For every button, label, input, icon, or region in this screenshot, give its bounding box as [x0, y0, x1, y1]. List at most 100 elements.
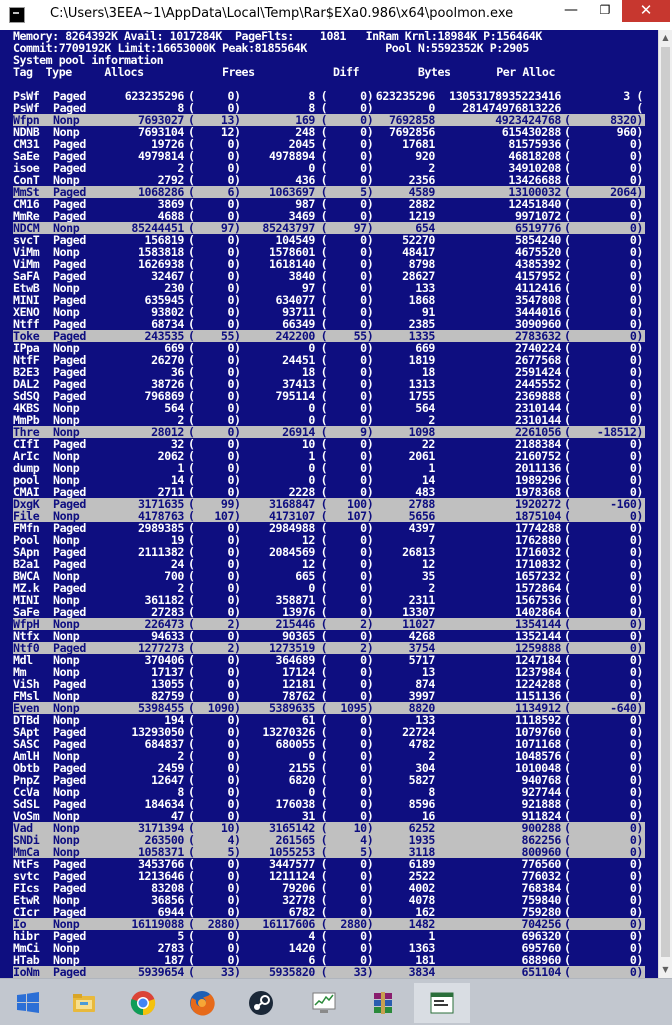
allocs-delta: ( 0) [188, 737, 241, 751]
bytes-count: 1224288 [514, 677, 561, 691]
table-row: PnpZ Paged 12647( 0) 6820( 0) 5827 940768( 0) [13, 774, 645, 786]
pool-type: Nonp [53, 425, 80, 439]
allocs-count: 47 [170, 809, 185, 823]
diff-count: 1755 [408, 389, 436, 403]
bytes-count: 940768 [521, 773, 562, 787]
pool-tag: NDNB [13, 125, 40, 139]
per-alloc-value: ( 0) [564, 341, 643, 355]
bytes-count: 1354144 [514, 617, 561, 631]
allocs-count: 3453766 [137, 857, 184, 871]
frees-delta: ( 0) [320, 785, 374, 799]
pool-tag: SaFe [13, 605, 40, 619]
frees-count: 665 [295, 569, 315, 583]
table-row: SaFA Paged 32467( 0) 3840( 0) 28627 4157952( … [13, 270, 645, 282]
title-bar[interactable]: C:\Users\3EEA~1\AppData\Local\Temp\Rar$E… [0, 0, 672, 31]
taskbar-steam[interactable] [233, 983, 289, 1023]
pool-type: Paged [53, 869, 86, 883]
per-alloc-value: ( 0) [564, 869, 643, 883]
start-button[interactable] [0, 983, 56, 1023]
table-row: FMsl Nonp 82759( 0) 78762( 0) 3997 1151136( 0… [13, 690, 645, 702]
console-output[interactable]: Memory: 8264392K Avail: 1017284K PageFlt… [0, 30, 658, 978]
memory-stats-line: Memory: 8264392K Avail: 1017284K PageFlt… [13, 30, 542, 43]
table-row: svtc Paged 1213646 ( 0) 1211124 ( 0) 2522 77603… [13, 870, 645, 882]
pool-type: Nonp [53, 125, 80, 139]
per-alloc-value: ( -18512) [564, 425, 643, 439]
diff-count: 14 [421, 473, 436, 487]
table-row: pool Nonp 14( 0) 0( 0) 14 1989296( 0) [13, 474, 645, 486]
bytes-count: 13100032 [508, 185, 561, 199]
pool-tag: CM31 [13, 137, 40, 151]
bytes-count: 800960 [521, 845, 562, 859]
scroll-thumb[interactable] [661, 47, 670, 957]
frees-count: 2155 [288, 761, 316, 775]
allocs-count: 669 [164, 341, 184, 355]
allocs-delta: ( 0) [188, 521, 241, 535]
bytes-count: 1762880 [514, 533, 561, 547]
frees-count: 1273519 [268, 641, 315, 655]
frees-count: 26914 [282, 425, 315, 439]
per-alloc-value: ( 0) [564, 401, 643, 415]
table-row: MZ.k Paged 2( 0) 0( 0) 2 1572864( 0) [13, 582, 645, 594]
allocs-delta: ( 99) [188, 497, 241, 511]
allocs-count: 85244451 [131, 221, 184, 235]
frees-count: 1063697 [268, 185, 315, 199]
vertical-scrollbar[interactable]: ▲ ▼ [658, 30, 672, 978]
pool-type: Nonp [53, 809, 80, 823]
frees-count: 37413 [282, 377, 315, 391]
taskbar-performance-monitor[interactable] [296, 983, 352, 1023]
taskbar-file-explorer[interactable] [56, 983, 112, 1023]
pool-tag: WfpH [13, 617, 40, 631]
pool-type: Paged [53, 161, 86, 175]
frees-delta: ( 0) [320, 173, 374, 187]
allocs-delta: ( 2880) [188, 917, 241, 931]
pool-type: Paged [53, 437, 86, 451]
bytes-count: 1572864 [514, 581, 561, 595]
taskbar-firefox[interactable] [174, 983, 230, 1023]
pool-tag: CcVa [13, 785, 40, 799]
frees-delta: ( 2880) [320, 917, 374, 931]
allocs-count: 2111382 [137, 545, 184, 559]
table-row: Io Nonp 16119088 ( 2880) 16117606 ( 2880) 1482… [13, 918, 645, 930]
restore-button[interactable]: ❐ [599, 3, 611, 17]
frees-delta: ( 107) [320, 509, 374, 523]
diff-count: 8 [428, 785, 435, 799]
pool-type: Paged [53, 185, 86, 199]
pool-tag: MZ.k [13, 581, 40, 595]
frees-count: 32778 [282, 893, 315, 907]
pool-type: Nonp [53, 917, 80, 931]
frees-count: 2228 [288, 485, 316, 499]
diff-count: 2311 [408, 593, 436, 607]
taskbar-winrar[interactable] [355, 983, 411, 1023]
allocs-delta: ( 0) [188, 881, 241, 895]
frees-delta: ( 0) [320, 677, 374, 691]
commit-stats-line: Commit:7709192K Limit:16653000K Peak:818… [13, 41, 529, 55]
per-alloc-value: ( 0) [564, 317, 643, 331]
pool-type: Paged [53, 89, 86, 103]
diff-count: 1098 [408, 425, 436, 439]
allocs-count: 3869 [157, 197, 185, 211]
frees-count: 18 [301, 365, 316, 379]
allocs-count: 635945 [144, 293, 185, 307]
per-alloc-value: ( 0) [564, 821, 643, 835]
pool-type: Nonp [53, 533, 80, 547]
frees-delta: ( 0) [320, 365, 374, 379]
pool-type: Nonp [53, 785, 80, 799]
pool-tag: Mdl [13, 653, 33, 667]
close-button[interactable]: ✕ [622, 0, 670, 22]
allocs-delta: ( 0) [188, 401, 241, 415]
table-row: NtFs Paged 3453766 ( 0) 3447577 ( 0) 6189 77656… [13, 858, 645, 870]
taskbar-console-window[interactable] [414, 983, 470, 1023]
allocs-delta: ( 0) [188, 473, 241, 487]
pool-tag: VoSm [13, 809, 40, 823]
diff-count: 11027 [402, 617, 435, 631]
frees-delta: ( 0) [320, 569, 374, 583]
taskbar-chrome[interactable] [115, 983, 171, 1023]
bytes-count: 1989296 [514, 473, 561, 487]
minimize-button[interactable]: — [564, 2, 578, 18]
diff-count: 181 [415, 953, 435, 967]
allocs-delta: ( 0) [188, 449, 241, 463]
scroll-down-arrow-icon[interactable]: ▼ [662, 965, 669, 974]
allocs-delta: ( 0) [188, 605, 241, 619]
scroll-up-arrow-icon[interactable]: ▲ [662, 33, 669, 42]
pool-tag: PnpZ [13, 773, 40, 787]
